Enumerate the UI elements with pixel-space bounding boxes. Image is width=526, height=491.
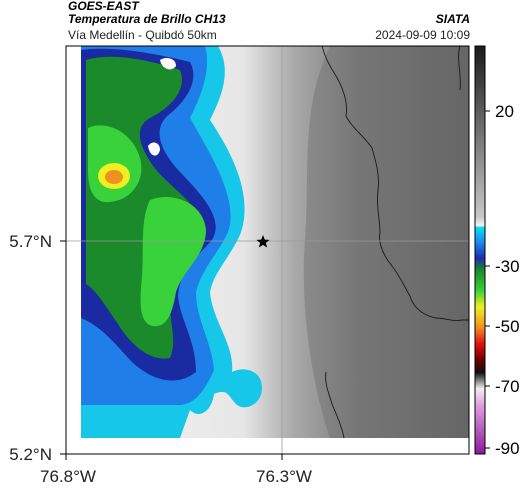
- star-icon: [256, 235, 270, 248]
- x-tick-label: 76.8°W: [40, 467, 96, 486]
- cloud-green-south: [140, 196, 206, 327]
- satellite-name: GOES-EAST: [68, 0, 139, 13]
- y-tick-label: 5.2°N: [9, 445, 52, 464]
- department-border: [321, 46, 469, 321]
- cloud-orange-core: [105, 170, 123, 184]
- product-title: Temperatura de Brillo CH13: [68, 12, 226, 26]
- colorbar: [474, 45, 486, 455]
- colorbar-tick-label: -70: [495, 377, 520, 396]
- department-border-south: [325, 371, 345, 439]
- region-subtitle: Vía Medellín - Quibdó 50km: [68, 28, 217, 42]
- timestamp: 2024-09-09 10:09: [375, 28, 470, 42]
- colorbar-tick-label: -30: [495, 257, 520, 276]
- colorbar-tick-label: -50: [495, 317, 520, 336]
- colorbar-tick-label: 20: [495, 102, 514, 121]
- organization-label: SIATA: [435, 12, 470, 26]
- mountain-region: [303, 46, 469, 438]
- colorbar-tick-label: -90: [495, 439, 520, 458]
- cloud-gap: [160, 58, 176, 70]
- department-border-east: [458, 46, 461, 91]
- y-tick-label: 5.7°N: [9, 232, 52, 251]
- map-frame: [65, 45, 470, 455]
- cloud-gap: [148, 142, 160, 156]
- x-tick-label: 76.3°W: [256, 467, 312, 486]
